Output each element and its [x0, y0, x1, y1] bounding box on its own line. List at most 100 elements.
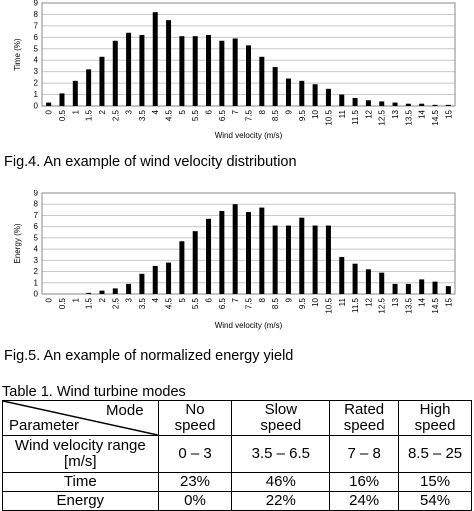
- x-tick-label: 6.5: [218, 109, 227, 121]
- bar: [166, 262, 172, 294]
- y-axis-label: Time (%): [13, 38, 22, 70]
- x-tick-label: 1.5: [85, 109, 94, 121]
- bar: [219, 40, 225, 107]
- x-tick-label: 12.5: [378, 109, 387, 125]
- bar: [232, 38, 238, 106]
- wind-turbine-modes-table: Mode Parameter No speed Slow speed Rated…: [2, 400, 472, 511]
- x-tick-label: 8.5: [271, 297, 280, 309]
- table-cell: 0 – 3: [157, 435, 233, 473]
- figure-5-caption: Fig.5. An example of normalized energy y…: [4, 348, 294, 364]
- x-tick-label: 4.5: [165, 109, 174, 121]
- x-tick-label: 11.5: [351, 297, 360, 313]
- bar: [379, 101, 385, 106]
- bar: [272, 225, 278, 294]
- table-corner-cell: Mode Parameter: [2, 400, 159, 436]
- x-tick-label: 6: [205, 109, 214, 114]
- x-tick-label: 11.5: [351, 109, 360, 125]
- y-tick-label: 6: [34, 222, 39, 231]
- bar: [112, 40, 118, 107]
- table-cell: 3.5 – 6.5: [231, 435, 331, 473]
- table-cell: 22%: [231, 491, 331, 511]
- x-tick-label: 8.5: [271, 109, 280, 121]
- table-cell: 16%: [329, 472, 400, 492]
- bar: [99, 290, 105, 294]
- row-label: Wind velocity range [m/s]: [2, 435, 159, 473]
- x-tick-label: 12: [364, 297, 373, 306]
- bar: [192, 36, 198, 106]
- y-axis-label: Energy (%): [13, 223, 22, 263]
- row-label: Energy: [2, 491, 159, 511]
- bar: [352, 97, 358, 106]
- bar: [339, 94, 345, 106]
- x-tick-label: 13: [391, 297, 400, 306]
- y-tick-label: 7: [34, 211, 39, 220]
- bar: [152, 12, 158, 106]
- table-1-caption: Table 1. Wind turbine modes: [2, 384, 186, 400]
- x-tick-label: 14.5: [431, 109, 440, 125]
- x-tick-label: 2.5: [111, 109, 120, 121]
- bar: [126, 32, 132, 106]
- bar: [325, 225, 331, 294]
- bar: [432, 281, 438, 294]
- x-tick-label: 12.5: [378, 297, 387, 313]
- x-tick-label: 13.5: [404, 109, 413, 125]
- y-tick-label: 5: [34, 44, 39, 53]
- x-tick-label: 1.5: [85, 297, 94, 309]
- bar: [126, 283, 132, 294]
- bar: [246, 212, 251, 294]
- x-tick-label: 7.5: [245, 109, 254, 121]
- column-header-rated-speed: Rated speed: [329, 400, 400, 436]
- bar: [179, 241, 185, 294]
- column-header-no-speed: No speed: [157, 400, 233, 436]
- x-tick-label: 6.5: [218, 297, 227, 309]
- y-tick-label: 0: [34, 102, 39, 111]
- x-tick-label: 10.5: [324, 297, 333, 313]
- bar: [432, 104, 438, 106]
- table-cell: 54%: [398, 491, 472, 511]
- table-cell: 23%: [157, 472, 233, 492]
- column-header-high-speed: High speed: [398, 400, 472, 436]
- bar: [312, 84, 318, 106]
- bar: [445, 286, 451, 294]
- x-tick-label: 5: [178, 109, 187, 114]
- x-tick-label: 1: [71, 297, 80, 302]
- y-tick-label: 2: [34, 79, 39, 88]
- y-tick-label: 1: [34, 90, 39, 99]
- energy-yield-chart: 0 1 2 3 4 5 6 7 8 9 0 0.5 1 1.5 2 2.5 3 3.5 4 4.5 5 5.5 6 6.5 7 7…: [0, 189, 474, 338]
- bar: [405, 283, 411, 294]
- x-tick-label: 8: [258, 109, 267, 114]
- table-cell: 24%: [329, 491, 400, 511]
- x-tick-label: 15: [444, 297, 453, 306]
- x-tick-label: 6: [205, 297, 214, 302]
- x-tick-label: 0.5: [58, 297, 67, 309]
- bar: [352, 263, 358, 294]
- bar: [206, 218, 212, 294]
- x-tick-label: 9.5: [298, 109, 307, 121]
- x-tick-label: 9.5: [298, 297, 307, 309]
- x-tick-label: 5: [178, 297, 187, 302]
- x-tick-label: 4.5: [165, 297, 174, 309]
- x-tick-label: 13.5: [404, 297, 413, 313]
- bar: [405, 103, 411, 106]
- y-tick-label: 5: [34, 233, 39, 242]
- x-tick-label: 11: [338, 297, 347, 306]
- x-tick-label: 2: [98, 297, 107, 302]
- x-tick-label: 10: [311, 109, 320, 118]
- bar: [259, 207, 265, 294]
- bar: [219, 210, 225, 294]
- bar: [285, 78, 291, 106]
- time-distribution-chart: 0 1 2 3 4 5 6 7 8 9 0 0.5 1 1.5 2 2.5 3 3.5 4 4.5 5 5.5 6 6.5 7 7…: [0, 0, 474, 145]
- bar: [59, 93, 65, 106]
- x-tick-label: 5.5: [191, 297, 200, 309]
- x-tick-label: 2.5: [111, 297, 120, 309]
- bar: [419, 103, 425, 106]
- y-tick-label: 3: [34, 256, 39, 265]
- bar: [152, 265, 158, 294]
- x-tick-label: 8: [258, 297, 267, 302]
- bar: [272, 67, 278, 106]
- y-tick-label: 8: [34, 200, 39, 209]
- x-tick-label: 3.5: [138, 109, 147, 121]
- table-cell: 7 – 8: [329, 435, 400, 473]
- bar: [99, 56, 105, 106]
- figure-4-caption: Fig.4. An example of wind velocity distr…: [4, 154, 297, 170]
